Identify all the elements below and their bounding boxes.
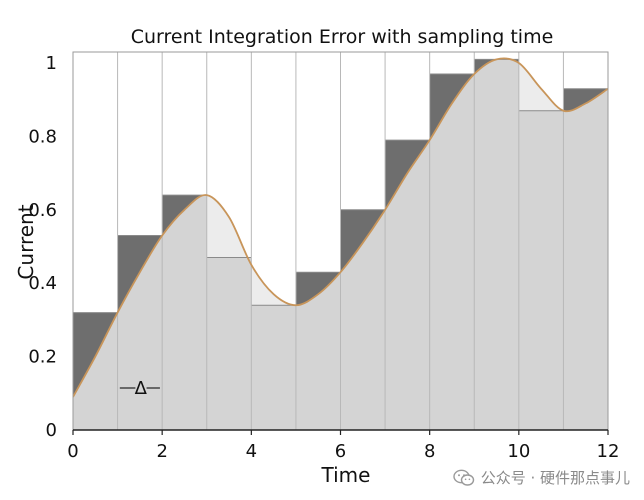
y-tick-label-4: 0.8 [28, 126, 57, 147]
y-tick-label-2: 0.4 [28, 273, 57, 294]
x-tick-label-1: 2 [156, 441, 167, 462]
x-axis-label: Time [321, 463, 371, 487]
current-curve [73, 57, 608, 398]
y-tick-label-1: 0.2 [28, 347, 57, 368]
watermark-text: 公众号 · 硬件那点事儿 [480, 469, 630, 487]
x-tick-label-6: 12 [597, 441, 620, 462]
x-tick-label-2: 4 [246, 441, 257, 462]
chart-title: Current Integration Error with sampling … [131, 26, 554, 48]
x-tick-label-3: 6 [335, 441, 346, 462]
under-error-4 [251, 264, 296, 306]
watermark: 公众号 · 硬件那点事儿 [452, 467, 630, 488]
y-tick-label-3: 0.6 [28, 200, 57, 221]
wechat-icon [452, 469, 474, 486]
delta-annotation: Δ [135, 378, 148, 399]
y-axis-label: Current [14, 204, 38, 279]
x-tick-label-5: 10 [507, 441, 530, 462]
y-tick-label-0: 0 [46, 420, 57, 441]
under-error-3 [206, 195, 248, 258]
x-tick-label-0: 0 [67, 441, 78, 462]
under-error-fill-3 [206, 195, 248, 258]
y-tick-label-5: 1 [46, 53, 57, 74]
x-tick-label-4: 8 [424, 441, 435, 462]
under-error-fill-4 [251, 264, 296, 306]
